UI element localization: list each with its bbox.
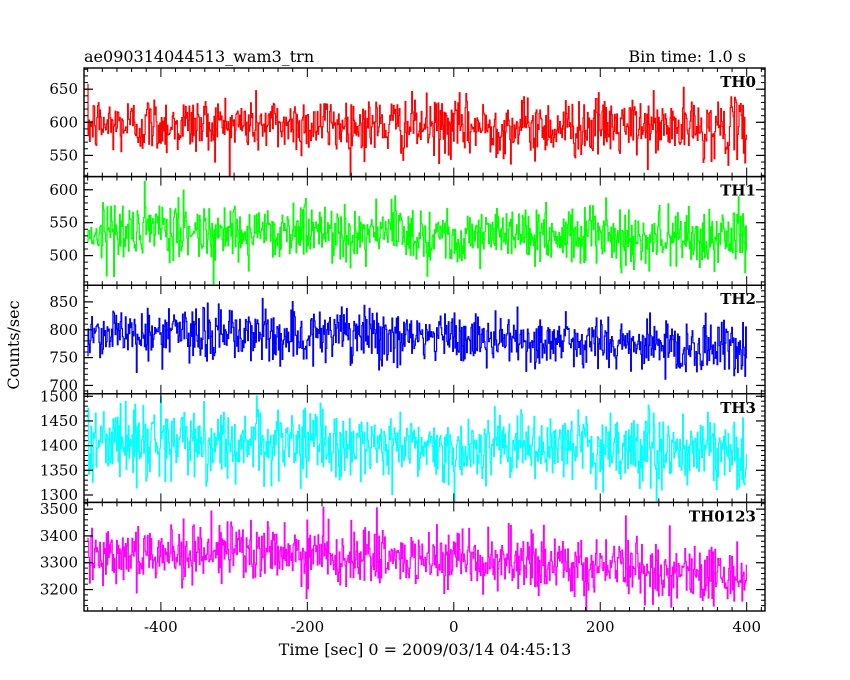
panel-label-th0: TH0 [720, 73, 756, 91]
x-tick-label: -400 [144, 618, 178, 636]
y-tick-label: 650 [49, 80, 78, 98]
x-tick-label: 0 [449, 618, 459, 636]
y-tick-label: 850 [49, 293, 78, 311]
y-tick-label: 550 [49, 214, 78, 232]
y-tick-label: 3500 [40, 500, 78, 518]
panel-frame [83, 67, 766, 178]
bin-time-label: Bin time: 1.0 s [628, 47, 746, 66]
y-tick-label: 600 [49, 181, 78, 199]
y-tick-label: 550 [49, 146, 78, 164]
y-tick-label: 1300 [40, 486, 78, 504]
series-line-th1 [87, 180, 748, 285]
y-tick-label: 1400 [40, 437, 78, 455]
y-tick-label: 1350 [40, 461, 78, 479]
y-tick-label: 750 [49, 349, 78, 367]
y-tick-label: 1450 [40, 412, 78, 430]
x-tick-label: -200 [290, 618, 324, 636]
y-tick-label: 3300 [40, 554, 78, 572]
series-line-th3 [87, 395, 748, 503]
panel-label-th3: TH3 [720, 399, 756, 417]
chart-title: ae090314044513_wam3_trn [84, 47, 314, 66]
x-tick-label: 400 [732, 618, 761, 636]
series-line-th2 [87, 297, 748, 380]
panel-th3: 1300 1350 1400 1450 1500 TH3 [40, 387, 766, 504]
y-tick-label: 800 [49, 321, 78, 339]
y-tick-label: 1500 [40, 387, 78, 405]
y-tick-label: 3400 [40, 527, 78, 545]
panel-th2: 700 750 800 850 TH2 [49, 284, 766, 395]
panel-label-th1: TH1 [720, 182, 756, 200]
y-tick-label: 3200 [40, 581, 78, 599]
x-axis-label: Time [sec] 0 = 2009/03/14 04:45:13 [279, 640, 572, 659]
panels-group: 550 600 650 TH0 500 550 600 TH1 700 750 800 850 TH2 1… [40, 67, 766, 636]
y-tick-label: 600 [49, 113, 78, 131]
panel-th1: 500 550 600 TH1 [49, 175, 766, 286]
panel-frame [83, 284, 766, 395]
y-tick-label: 500 [49, 247, 78, 265]
x-tick-label: 200 [586, 618, 615, 636]
series-line-th0123 [87, 506, 748, 611]
series-line-th0 [87, 83, 748, 177]
panel-th0: 550 600 650 TH0 [49, 67, 766, 178]
panel-label-th2: TH2 [720, 290, 756, 308]
y-axis-label: Counts/sec [4, 300, 23, 389]
panel-label-th0123: TH0123 [689, 507, 756, 525]
y-tick-label: 700 [49, 376, 78, 394]
panel-th0123: 3200 3300 3400 3500 TH0123 [40, 500, 766, 612]
